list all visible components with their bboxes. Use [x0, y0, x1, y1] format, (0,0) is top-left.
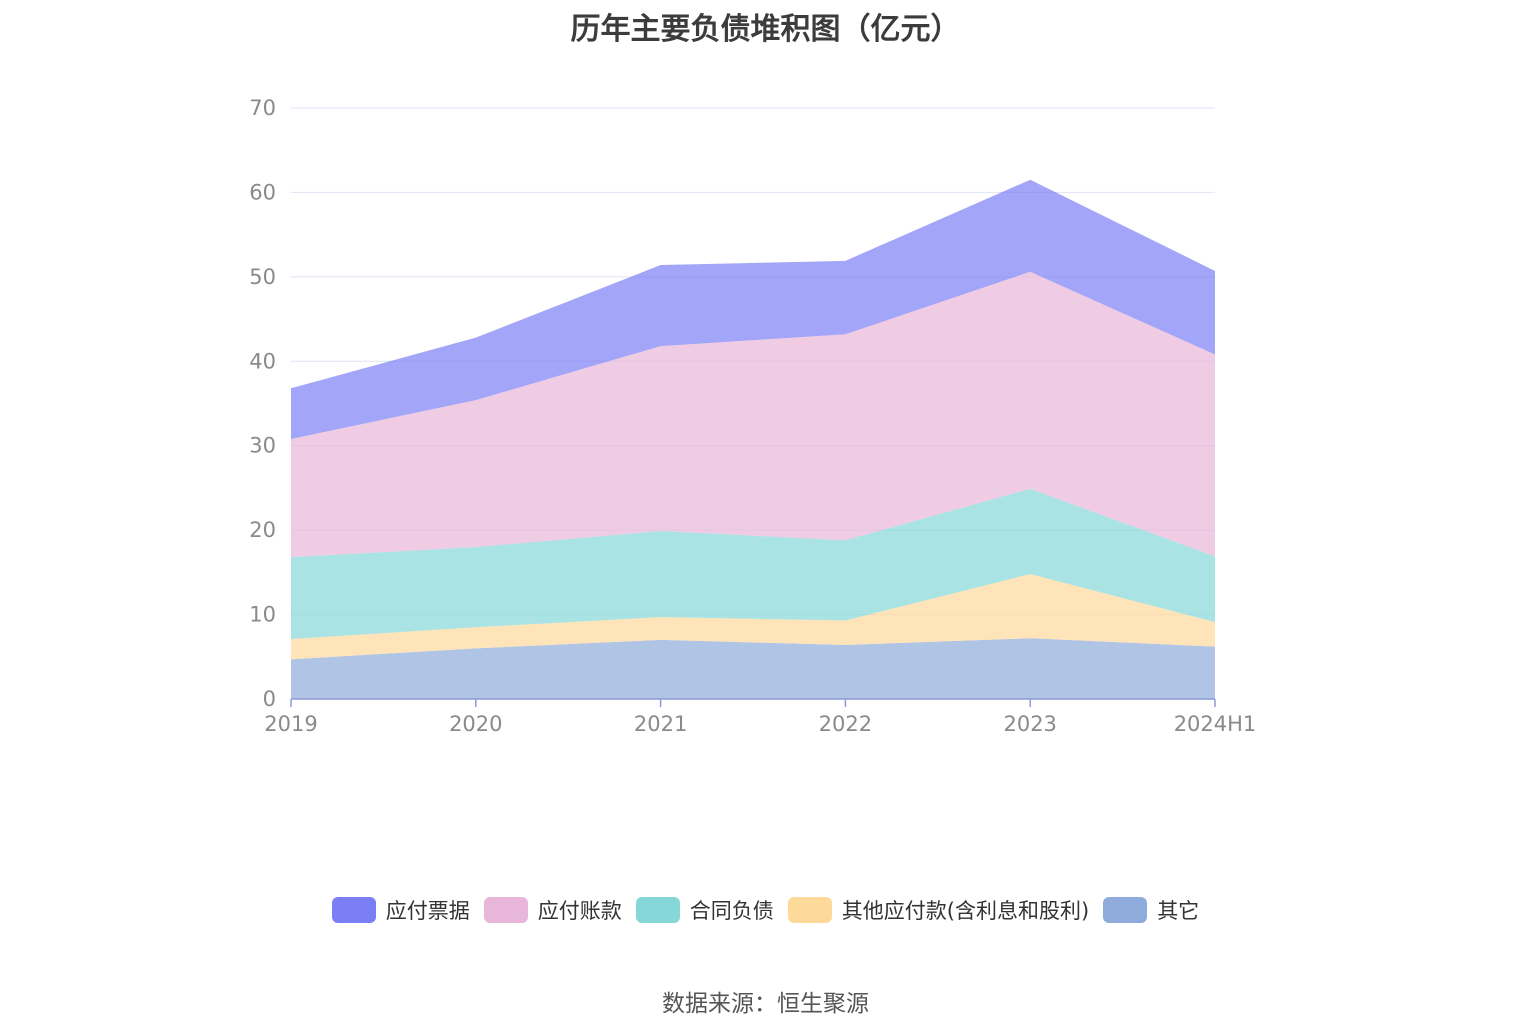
chart-legend: 应付票据 应付账款 合同负债 其他应付款(含利息和股利) 其它	[0, 895, 1531, 925]
data-source-note: 数据来源：恒生聚源	[662, 991, 869, 1017]
legend-swatch	[787, 897, 832, 923]
legend-label: 合同负债	[689, 899, 774, 923]
legend-item[interactable]: 应付票据	[331, 895, 470, 925]
legend-label: 应付账款	[537, 899, 622, 923]
legend-item[interactable]: 其它	[1103, 895, 1199, 925]
y-tick-label: 30	[249, 434, 276, 458]
x-tick-label: 2023	[1003, 712, 1056, 736]
y-tick-label: 20	[249, 518, 276, 542]
x-tick-label: 2019	[264, 712, 317, 736]
area-series-其他应付款(含利息和股利)	[291, 574, 1215, 660]
area-series-合同负债	[291, 488, 1215, 640]
y-tick-label: 60	[249, 180, 276, 204]
stacked-area-chart: 0 10 20 30 40 50 60 70 2019 2020 2021 2022 2023 2024H…	[249, 96, 1257, 736]
area-series-应付账款	[291, 271, 1215, 558]
x-tick-label: 2020	[449, 712, 502, 736]
y-tick-label: 50	[249, 265, 276, 289]
x-tick-label: 2024H1	[1174, 712, 1257, 736]
legend-swatch	[483, 897, 528, 923]
legend-label: 其他应付款(含利息和股利)	[841, 899, 1090, 923]
y-tick-label: 10	[249, 603, 276, 627]
y-tick-label: 0	[263, 687, 276, 711]
y-tick-label: 40	[249, 349, 276, 373]
area-series-其它	[291, 638, 1215, 699]
legend-label: 其它	[1157, 899, 1200, 923]
area-series-应付票据	[291, 179, 1215, 439]
y-tick-label: 70	[249, 96, 276, 120]
legend-label: 应付票据	[385, 899, 470, 923]
legend-swatch	[331, 897, 376, 923]
legend-swatch	[1103, 897, 1148, 923]
legend-swatch	[635, 897, 680, 923]
x-tick-label: 2021	[634, 712, 687, 736]
legend-item[interactable]: 应付账款	[483, 895, 622, 925]
chart-title: 历年主要负债堆积图（亿元）	[570, 12, 961, 47]
legend-item[interactable]: 其他应付款(含利息和股利)	[787, 895, 1090, 925]
x-tick-label: 2022	[819, 712, 872, 736]
legend-item[interactable]: 合同负债	[635, 895, 774, 925]
